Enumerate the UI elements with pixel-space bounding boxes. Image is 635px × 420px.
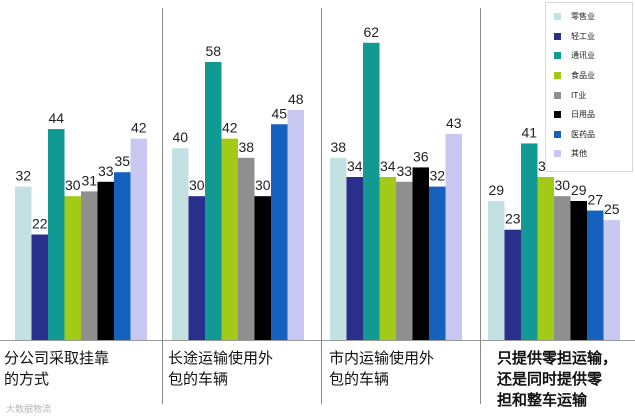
legend-label: IT业 bbox=[571, 90, 587, 100]
legend-label: 医药品 bbox=[571, 129, 595, 139]
bar-3-6 bbox=[412, 167, 429, 340]
bar-4-7 bbox=[587, 210, 604, 340]
bar-4-6 bbox=[570, 200, 587, 340]
bar-4-5 bbox=[554, 196, 571, 340]
value-label-1-8: 42 bbox=[131, 120, 147, 136]
legend-label: 日用品 bbox=[571, 110, 595, 120]
legend-swatch bbox=[554, 91, 561, 99]
value-label-3-4: 34 bbox=[380, 158, 396, 174]
value-label-2-8: 48 bbox=[288, 91, 304, 107]
bar-3-3 bbox=[363, 42, 380, 340]
bar-1-5 bbox=[81, 191, 98, 340]
legend-item-telecom: 通讯业 bbox=[554, 46, 630, 66]
value-label-3-8: 43 bbox=[446, 115, 462, 131]
value-label-4-5: 30 bbox=[554, 177, 570, 193]
chart-legend: 零售业 轻工业 通讯业 食品业 IT业 日用品 医药品 其他 bbox=[545, 2, 633, 172]
bar-3-7 bbox=[429, 186, 446, 340]
legend-swatch bbox=[554, 130, 561, 138]
bar-1-3 bbox=[48, 129, 65, 340]
value-label-2-5: 38 bbox=[238, 139, 254, 155]
legend-item-daily-goods: 日用品 bbox=[554, 105, 630, 125]
bar-4-1 bbox=[488, 200, 505, 340]
bar-2-4 bbox=[221, 138, 238, 340]
bar-4-2 bbox=[504, 229, 521, 340]
bar-2-6 bbox=[254, 196, 271, 340]
bars-layer bbox=[15, 42, 620, 341]
value-label-1-5: 31 bbox=[81, 172, 97, 188]
legend-item-retail: 零售业 bbox=[554, 7, 630, 27]
value-label-1-4: 30 bbox=[65, 177, 81, 193]
value-label-3-3: 62 bbox=[363, 24, 379, 40]
bar-2-7 bbox=[271, 124, 288, 340]
bar-4-8 bbox=[603, 220, 620, 340]
value-label-2-4: 42 bbox=[222, 120, 238, 136]
bar-4-4 bbox=[537, 177, 554, 340]
legend-label: 通讯业 bbox=[571, 51, 595, 61]
bar-3-4 bbox=[379, 177, 396, 340]
value-label-1-7: 35 bbox=[114, 153, 130, 169]
value-label-4-6: 29 bbox=[571, 182, 587, 198]
bar-3-8 bbox=[445, 133, 462, 340]
bar-1-1 bbox=[15, 186, 32, 340]
bar-1-4 bbox=[64, 196, 81, 340]
legend-swatch bbox=[554, 13, 561, 21]
legend-swatch bbox=[554, 72, 561, 80]
legend-item-other: 其他 bbox=[554, 144, 630, 164]
bar-1-2 bbox=[31, 234, 48, 340]
value-label-3-6: 36 bbox=[413, 148, 429, 164]
value-label-4-1: 29 bbox=[488, 182, 504, 198]
bar-2-8 bbox=[287, 109, 304, 340]
legend-label: 食品业 bbox=[571, 71, 595, 81]
value-label-3-1: 38 bbox=[330, 139, 346, 155]
category-label-3: 市内运输使用外 包的车辆 bbox=[329, 349, 435, 388]
bar-3-2 bbox=[346, 177, 363, 340]
value-label-4-8: 25 bbox=[604, 201, 620, 217]
value-label-4-2: 23 bbox=[505, 211, 521, 227]
value-label-2-3: 58 bbox=[205, 43, 221, 59]
value-label-3-2: 34 bbox=[347, 158, 363, 174]
category-label-1: 分公司采取挂靠 的方式 bbox=[4, 349, 110, 388]
axis-layer bbox=[0, 8, 635, 404]
value-label-2-6: 30 bbox=[255, 177, 271, 193]
bar-2-3 bbox=[205, 61, 222, 341]
watermark-text: 大数据物流 bbox=[6, 405, 52, 415]
value-label-1-3: 44 bbox=[48, 110, 64, 126]
value-label-2-2: 30 bbox=[189, 177, 205, 193]
legend-label: 轻工业 bbox=[571, 31, 595, 41]
bar-4-3 bbox=[521, 143, 538, 340]
legend-item-food: 食品业 bbox=[554, 66, 630, 86]
bar-1-6 bbox=[97, 181, 114, 340]
legend-item-light-industry: 轻工业 bbox=[554, 27, 630, 47]
value-label-2-7: 45 bbox=[271, 105, 287, 121]
value-label-2-1: 40 bbox=[172, 129, 188, 145]
legend-swatch bbox=[554, 32, 561, 40]
legend-item-pharma: 医药品 bbox=[554, 125, 630, 145]
value-label-4-7: 27 bbox=[587, 192, 603, 208]
legend-swatch bbox=[554, 52, 561, 60]
legend-item-it: IT业 bbox=[554, 85, 630, 105]
category-label-2: 长途运输使用外 包的车辆 bbox=[168, 349, 274, 388]
category-label-4: 只提供零担运输， 还是同时提供零 担和整车运输 bbox=[497, 349, 618, 409]
legend-label: 其他 bbox=[571, 149, 587, 159]
value-label-3-5: 33 bbox=[396, 163, 412, 179]
value-label-1-6: 33 bbox=[98, 163, 114, 179]
legend-swatch bbox=[554, 111, 561, 119]
bar-3-1 bbox=[330, 157, 347, 340]
bar-3-5 bbox=[396, 181, 413, 340]
bar-1-7 bbox=[114, 172, 131, 340]
value-label-4-3: 41 bbox=[521, 124, 537, 140]
bar-2-2 bbox=[188, 196, 205, 340]
bar-1-8 bbox=[130, 138, 147, 340]
legend-label: 零售业 bbox=[571, 12, 595, 22]
bar-2-5 bbox=[238, 157, 255, 340]
legend-swatch bbox=[554, 150, 561, 158]
value-label-1-1: 32 bbox=[15, 168, 31, 184]
value-label-3-7: 32 bbox=[429, 168, 445, 184]
bar-2-1 bbox=[172, 148, 189, 340]
value-label-1-2: 22 bbox=[32, 216, 48, 232]
